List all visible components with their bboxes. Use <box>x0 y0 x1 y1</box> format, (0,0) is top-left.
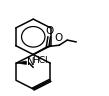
Text: N: N <box>27 57 35 67</box>
Polygon shape <box>16 61 26 64</box>
Text: O: O <box>46 26 54 36</box>
Text: O: O <box>55 33 63 43</box>
Text: HCl: HCl <box>32 56 48 65</box>
